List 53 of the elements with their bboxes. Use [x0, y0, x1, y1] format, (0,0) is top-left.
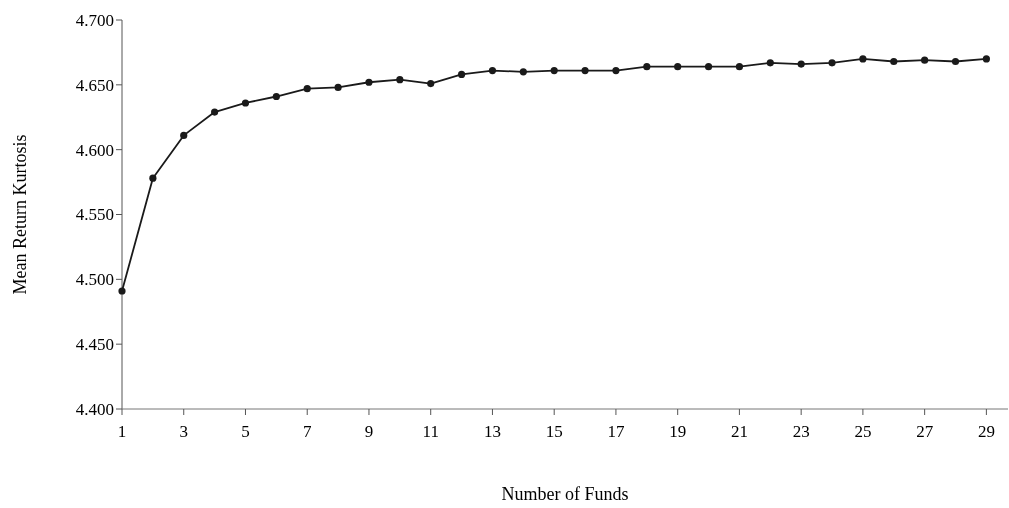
- x-tick-label: 21: [730, 422, 748, 441]
- y-axis-title: Mean Return Kurtosis: [10, 134, 30, 295]
- point: [519, 68, 527, 76]
- y-tick-label: 4.400: [75, 399, 114, 419]
- x-tick-label: 25: [854, 422, 872, 441]
- point: [365, 78, 373, 86]
- point: [211, 108, 219, 116]
- x-tick-label: 13: [483, 422, 501, 441]
- x-tick-label: 5: [241, 422, 250, 441]
- point: [488, 66, 497, 75]
- point: [612, 66, 620, 75]
- point: [859, 55, 867, 63]
- x-tick-label: 29: [977, 422, 995, 441]
- point: [272, 92, 280, 101]
- point: [735, 63, 744, 71]
- x-tick-label: 17: [607, 422, 625, 441]
- point: [303, 85, 311, 93]
- x-tick-label: 11: [422, 422, 439, 441]
- point: [396, 76, 404, 84]
- point: [427, 79, 435, 88]
- x-tick-label: 27: [916, 422, 934, 441]
- x-tick-label: 9: [364, 422, 374, 441]
- point: [334, 83, 342, 92]
- y-tick-label: 4.450: [75, 335, 114, 355]
- point: [550, 66, 558, 75]
- y-tick-label: 4.700: [75, 10, 114, 30]
- point: [982, 55, 990, 63]
- y-tick-label: 4.650: [75, 75, 114, 95]
- point: [704, 63, 713, 71]
- point: [921, 56, 929, 64]
- y-tick-label: 4.600: [75, 140, 114, 160]
- x-tick-label: 1: [117, 422, 127, 441]
- y-tick-label: 4.500: [75, 270, 114, 290]
- point: [457, 70, 466, 79]
- point: [797, 60, 805, 68]
- x-tick-label: 3: [179, 422, 188, 441]
- point: [118, 287, 126, 295]
- point: [149, 174, 157, 182]
- point: [180, 131, 188, 139]
- point: [674, 63, 682, 71]
- x-tick-label: 19: [669, 422, 687, 441]
- x-tick-label: 7: [302, 422, 312, 441]
- point: [951, 57, 960, 66]
- point: [766, 59, 774, 67]
- point: [643, 63, 651, 71]
- x-tick-label: 23: [792, 422, 810, 441]
- x-tick-label: 15: [545, 422, 563, 441]
- x-axis-title: Number of Funds: [501, 484, 629, 504]
- point: [241, 99, 250, 107]
- point: [581, 66, 589, 75]
- point: [890, 57, 898, 66]
- point: [828, 59, 836, 67]
- y-tick-label: 4.550: [75, 205, 114, 225]
